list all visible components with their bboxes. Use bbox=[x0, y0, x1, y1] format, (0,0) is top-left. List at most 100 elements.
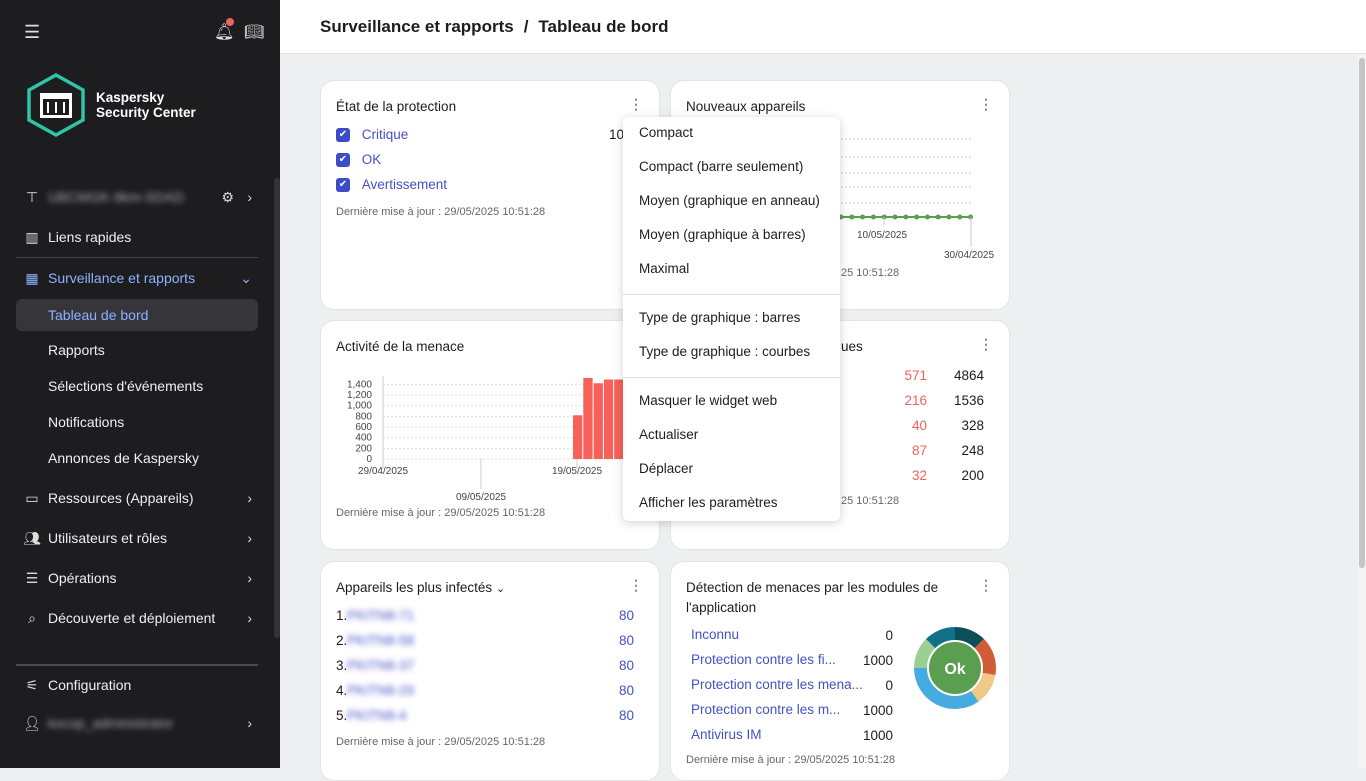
user-account[interactable]: 👤︎ kscop_administrator › bbox=[16, 707, 258, 739]
server-selector[interactable]: ⊤ UBCMGK-9km-SDAD ⚙︎ › bbox=[16, 181, 258, 213]
total-count: 328 bbox=[961, 418, 984, 433]
menu-item[interactable]: Maximal bbox=[639, 261, 690, 276]
menu-item[interactable]: Type de graphique : courbes bbox=[639, 344, 811, 359]
legend-ok[interactable]: OK bbox=[361, 152, 382, 167]
bar[interactable] bbox=[593, 383, 603, 459]
data-point bbox=[957, 214, 963, 220]
server-icon: ⊤ bbox=[25, 188, 39, 205]
device-link[interactable]: PKITN8-58 bbox=[347, 633, 415, 648]
sidebar-item-quick-links[interactable]: ▥ Liens rapides bbox=[16, 221, 258, 253]
data-point bbox=[914, 214, 920, 220]
menu-item[interactable]: Type de graphique : barres bbox=[639, 310, 801, 325]
module-value: 0 bbox=[885, 628, 893, 643]
filter-settings-icon[interactable]: ⚙︎ bbox=[221, 188, 234, 205]
rank: 2. bbox=[336, 633, 348, 648]
device-link[interactable]: PKITN8-71 bbox=[347, 608, 415, 623]
module-link[interactable]: Protection contre les m... bbox=[691, 702, 841, 717]
module-link[interactable]: Protection contre les fi... bbox=[691, 652, 836, 667]
sidebar-item-dashboard[interactable]: Tableau de bord bbox=[16, 299, 258, 331]
sidebar-item-notifications[interactable]: Notifications bbox=[16, 406, 258, 438]
donut-segment bbox=[914, 667, 979, 709]
detected-count: 87 bbox=[911, 443, 927, 458]
module-link[interactable]: Antivirus IM bbox=[691, 727, 762, 742]
hamburger-menu-icon[interactable]: ☰ bbox=[24, 22, 41, 42]
sliders-icon: ⚟ bbox=[25, 676, 39, 693]
legend-critical[interactable]: Critique bbox=[361, 127, 409, 142]
more-options-icon[interactable]: ⋮ bbox=[979, 96, 993, 112]
sidebar-item-reports[interactable]: Rapports bbox=[16, 334, 258, 366]
device-link[interactable]: PKITN8-4 bbox=[347, 708, 407, 723]
checkbox-critical[interactable]: ✔ bbox=[336, 128, 350, 143]
total-count: 4864 bbox=[953, 368, 984, 383]
sidebar-item-configuration[interactable]: ⚟ Configuration bbox=[16, 669, 258, 701]
sidebar-item-monitoring[interactable]: ▦ Surveillance et rapports ⌄ bbox=[16, 262, 258, 294]
dashboard-icon: ▦ bbox=[25, 269, 39, 286]
device-link[interactable]: PKITN8-29 bbox=[347, 683, 415, 698]
more-options-icon[interactable]: ⋮ bbox=[979, 336, 993, 352]
widget-title: Détection de menaces par les modules de … bbox=[686, 580, 939, 615]
bar[interactable] bbox=[583, 377, 593, 459]
menu-item[interactable]: Masquer le widget web bbox=[639, 393, 778, 408]
menu-item[interactable]: Moyen (graphique en anneau) bbox=[639, 193, 820, 208]
sidebar-item-operations[interactable]: ☰ Opérations › bbox=[16, 562, 258, 594]
last-updated: Dernière mise à jour : 29/05/2025 10:51:… bbox=[336, 206, 546, 218]
menu-divider bbox=[623, 294, 840, 295]
sidebar-item-event-selections[interactable]: Sélections d'événements bbox=[16, 370, 258, 402]
page-title: Tableau de bord bbox=[538, 16, 669, 36]
main-scrollbar[interactable] bbox=[1358, 54, 1366, 768]
infection-count[interactable]: 80 bbox=[618, 633, 634, 648]
total-count: 1536 bbox=[953, 393, 984, 408]
menu-item[interactable]: Moyen (graphique à barres) bbox=[639, 227, 806, 242]
bar[interactable] bbox=[603, 379, 614, 459]
server-name: UBCMGK-9km-SDAD bbox=[48, 189, 185, 205]
more-options-icon[interactable]: ⋮ bbox=[979, 577, 993, 593]
list-item: 4.PKITN8-29 bbox=[336, 683, 414, 698]
device-link[interactable]: PKITN8-37 bbox=[347, 658, 415, 673]
menu-item[interactable]: Actualiser bbox=[639, 427, 699, 442]
app-name: Kaspersky bbox=[96, 90, 165, 105]
infection-count[interactable]: 80 bbox=[618, 683, 634, 698]
sidebar-item-announcements[interactable]: Annonces de Kaspersky bbox=[16, 442, 258, 474]
widget-options-menu: Compact Compact (barre seulement) Moyen (g… bbox=[623, 117, 840, 521]
last-updated: Dernière mise à jour : 29/05/2025 10:51:… bbox=[336, 736, 546, 748]
bar[interactable] bbox=[573, 415, 583, 459]
infection-count[interactable]: 80 bbox=[618, 708, 634, 723]
list-item: 1.PKITN8-71 bbox=[336, 608, 414, 623]
chevron-right-icon: › bbox=[247, 610, 252, 626]
more-options-icon[interactable]: ⋮ bbox=[629, 96, 643, 112]
detected-count: 216 bbox=[904, 393, 927, 408]
chevron-right-icon: › bbox=[247, 715, 252, 731]
bar[interactable] bbox=[614, 379, 624, 459]
more-options-icon[interactable]: ⋮ bbox=[629, 577, 643, 593]
last-updated: 25 10:51:28 bbox=[841, 495, 900, 507]
sidebar-item-users[interactable]: 👥︎ Utilisateurs et rôles › bbox=[16, 522, 258, 554]
menu-item[interactable]: Afficher les paramètres bbox=[639, 495, 778, 510]
label: Utilisateurs et rôles bbox=[48, 530, 168, 546]
label: Notifications bbox=[48, 414, 125, 430]
infection-count[interactable]: 80 bbox=[618, 608, 634, 623]
module-link[interactable]: Protection contre les mena... bbox=[691, 677, 863, 692]
rank: 1. bbox=[336, 608, 348, 623]
donut-segment bbox=[954, 627, 984, 650]
bell-icon[interactable]: 🔔︎ bbox=[214, 24, 235, 41]
sidebar-item-devices[interactable]: ▭ Ressources (Appareils) › bbox=[16, 482, 258, 514]
checkbox-warning[interactable]: ✔ bbox=[336, 178, 350, 193]
breadcrumb-section[interactable]: Surveillance et rapports bbox=[320, 16, 514, 36]
sidebar-item-discovery[interactable]: ⌕ Découverte et déploiement › bbox=[16, 602, 258, 634]
checkbox-ok[interactable]: ✔ bbox=[336, 153, 350, 168]
infection-count[interactable]: 80 bbox=[618, 658, 634, 673]
menu-item[interactable]: Déplacer bbox=[639, 461, 694, 476]
legend-warning[interactable]: Avertissement bbox=[361, 177, 448, 192]
x-tick: 19/05/2025 bbox=[552, 466, 602, 477]
menu-item[interactable]: Compact bbox=[639, 125, 694, 140]
sidebar-scrollbar[interactable] bbox=[274, 178, 280, 638]
module-link[interactable]: Inconnu bbox=[691, 627, 740, 642]
rank: 4. bbox=[336, 683, 348, 698]
menu-item[interactable]: Compact (barre seulement) bbox=[639, 159, 804, 174]
book-icon[interactable]: 📖︎ bbox=[244, 24, 265, 41]
widget-title[interactable]: Appareils les plus infectés ⌄ bbox=[336, 580, 506, 595]
label: Tableau de bord bbox=[48, 307, 149, 323]
last-updated: Dernière mise à jour : 29/05/2025 10:51:… bbox=[686, 754, 896, 766]
module-value: 1000 bbox=[862, 728, 893, 743]
widget-title: ues bbox=[841, 339, 863, 354]
